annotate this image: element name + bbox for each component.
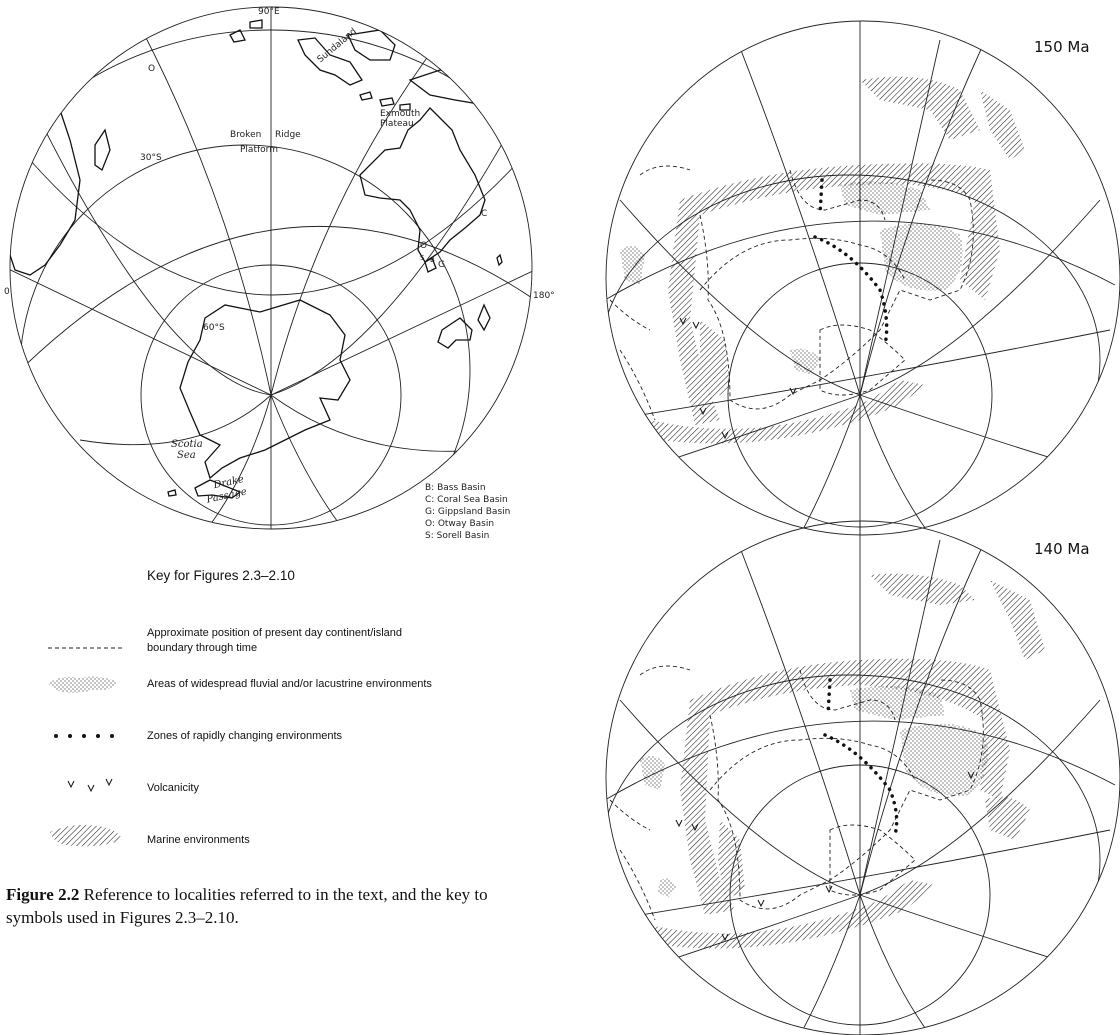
australia-coast xyxy=(359,107,486,263)
reference-map: 90°E 0 180° O 30°S 60°S Sundaland Exmout… xyxy=(4,6,555,541)
key-item-volcanicity: Volcanicity xyxy=(147,782,199,794)
lon-90e-label: 90°E xyxy=(258,7,280,17)
passage-label: Passage xyxy=(205,486,248,505)
stipple-symbol xyxy=(48,676,118,693)
dotted-zone-symbol xyxy=(54,734,114,738)
map-140ma xyxy=(605,520,1120,1035)
key-item-rapid-change: Zones of rapidly changing environments xyxy=(147,730,343,742)
platform-label: Platform xyxy=(240,145,278,155)
ridge-label: Ridge xyxy=(275,130,301,140)
o-top-label: O xyxy=(148,64,155,74)
g-label: G xyxy=(438,260,445,270)
plateau-label: Plateau xyxy=(380,119,414,129)
africa-coast xyxy=(10,99,81,276)
sundaland-coast xyxy=(297,37,363,86)
key-item-marine: Marine environments xyxy=(147,834,250,846)
graticule xyxy=(10,8,532,529)
lat-60s-label: 60°S xyxy=(203,323,225,333)
age-label-140: 140 Ma xyxy=(1034,540,1090,558)
exmouth-label: Exmouth xyxy=(380,109,420,119)
key-symbols xyxy=(48,647,122,847)
hatch-symbol xyxy=(50,824,122,847)
age-label-150: 150 Ma xyxy=(1034,38,1090,56)
s-label: S xyxy=(420,254,425,262)
basin-legend: B: Bass Basin C: Coral Sea Basin G: Gipp… xyxy=(425,483,510,541)
lon-180-label: 180° xyxy=(533,291,555,301)
basin-item: B: Bass Basin xyxy=(425,483,486,493)
broken-label: Broken xyxy=(230,130,261,140)
o-label: O xyxy=(420,241,427,251)
basin-item: G: Gippsland Basin xyxy=(425,507,510,517)
sea-label: Sea xyxy=(177,450,196,461)
lon-0-label: 0 xyxy=(4,287,10,297)
scotia-label: Scotia xyxy=(171,439,203,450)
basin-item: C: Coral Sea Basin xyxy=(425,495,508,505)
basin-item: O: Otway Basin xyxy=(425,519,494,529)
figure-label: Figure 2.2 xyxy=(6,885,80,904)
volcanic-symbol xyxy=(67,778,113,793)
lat-30s-label: 30°S xyxy=(140,153,162,163)
map-150ma xyxy=(605,20,1120,536)
marine-area xyxy=(668,163,1000,426)
figure-caption-text: Reference to localities referred to in t… xyxy=(6,885,488,927)
antarctica-coast xyxy=(179,299,351,480)
basin-item: S: Sorell Basin xyxy=(425,531,489,541)
key-item-fluvial: Areas of widespread fluvial and/or lacus… xyxy=(147,678,432,690)
figure-caption: Figure 2.2 Reference to localities refer… xyxy=(6,883,526,929)
map-outline xyxy=(605,20,1120,536)
key-item-boundary: Approximate position of present day cont… xyxy=(147,627,402,654)
new-zealand-coast xyxy=(437,303,491,349)
c-label: C xyxy=(481,209,487,219)
map-outline xyxy=(605,520,1120,1035)
b-label: B xyxy=(430,256,435,264)
key-title: Key for Figures 2.3–2.10 xyxy=(147,568,295,583)
